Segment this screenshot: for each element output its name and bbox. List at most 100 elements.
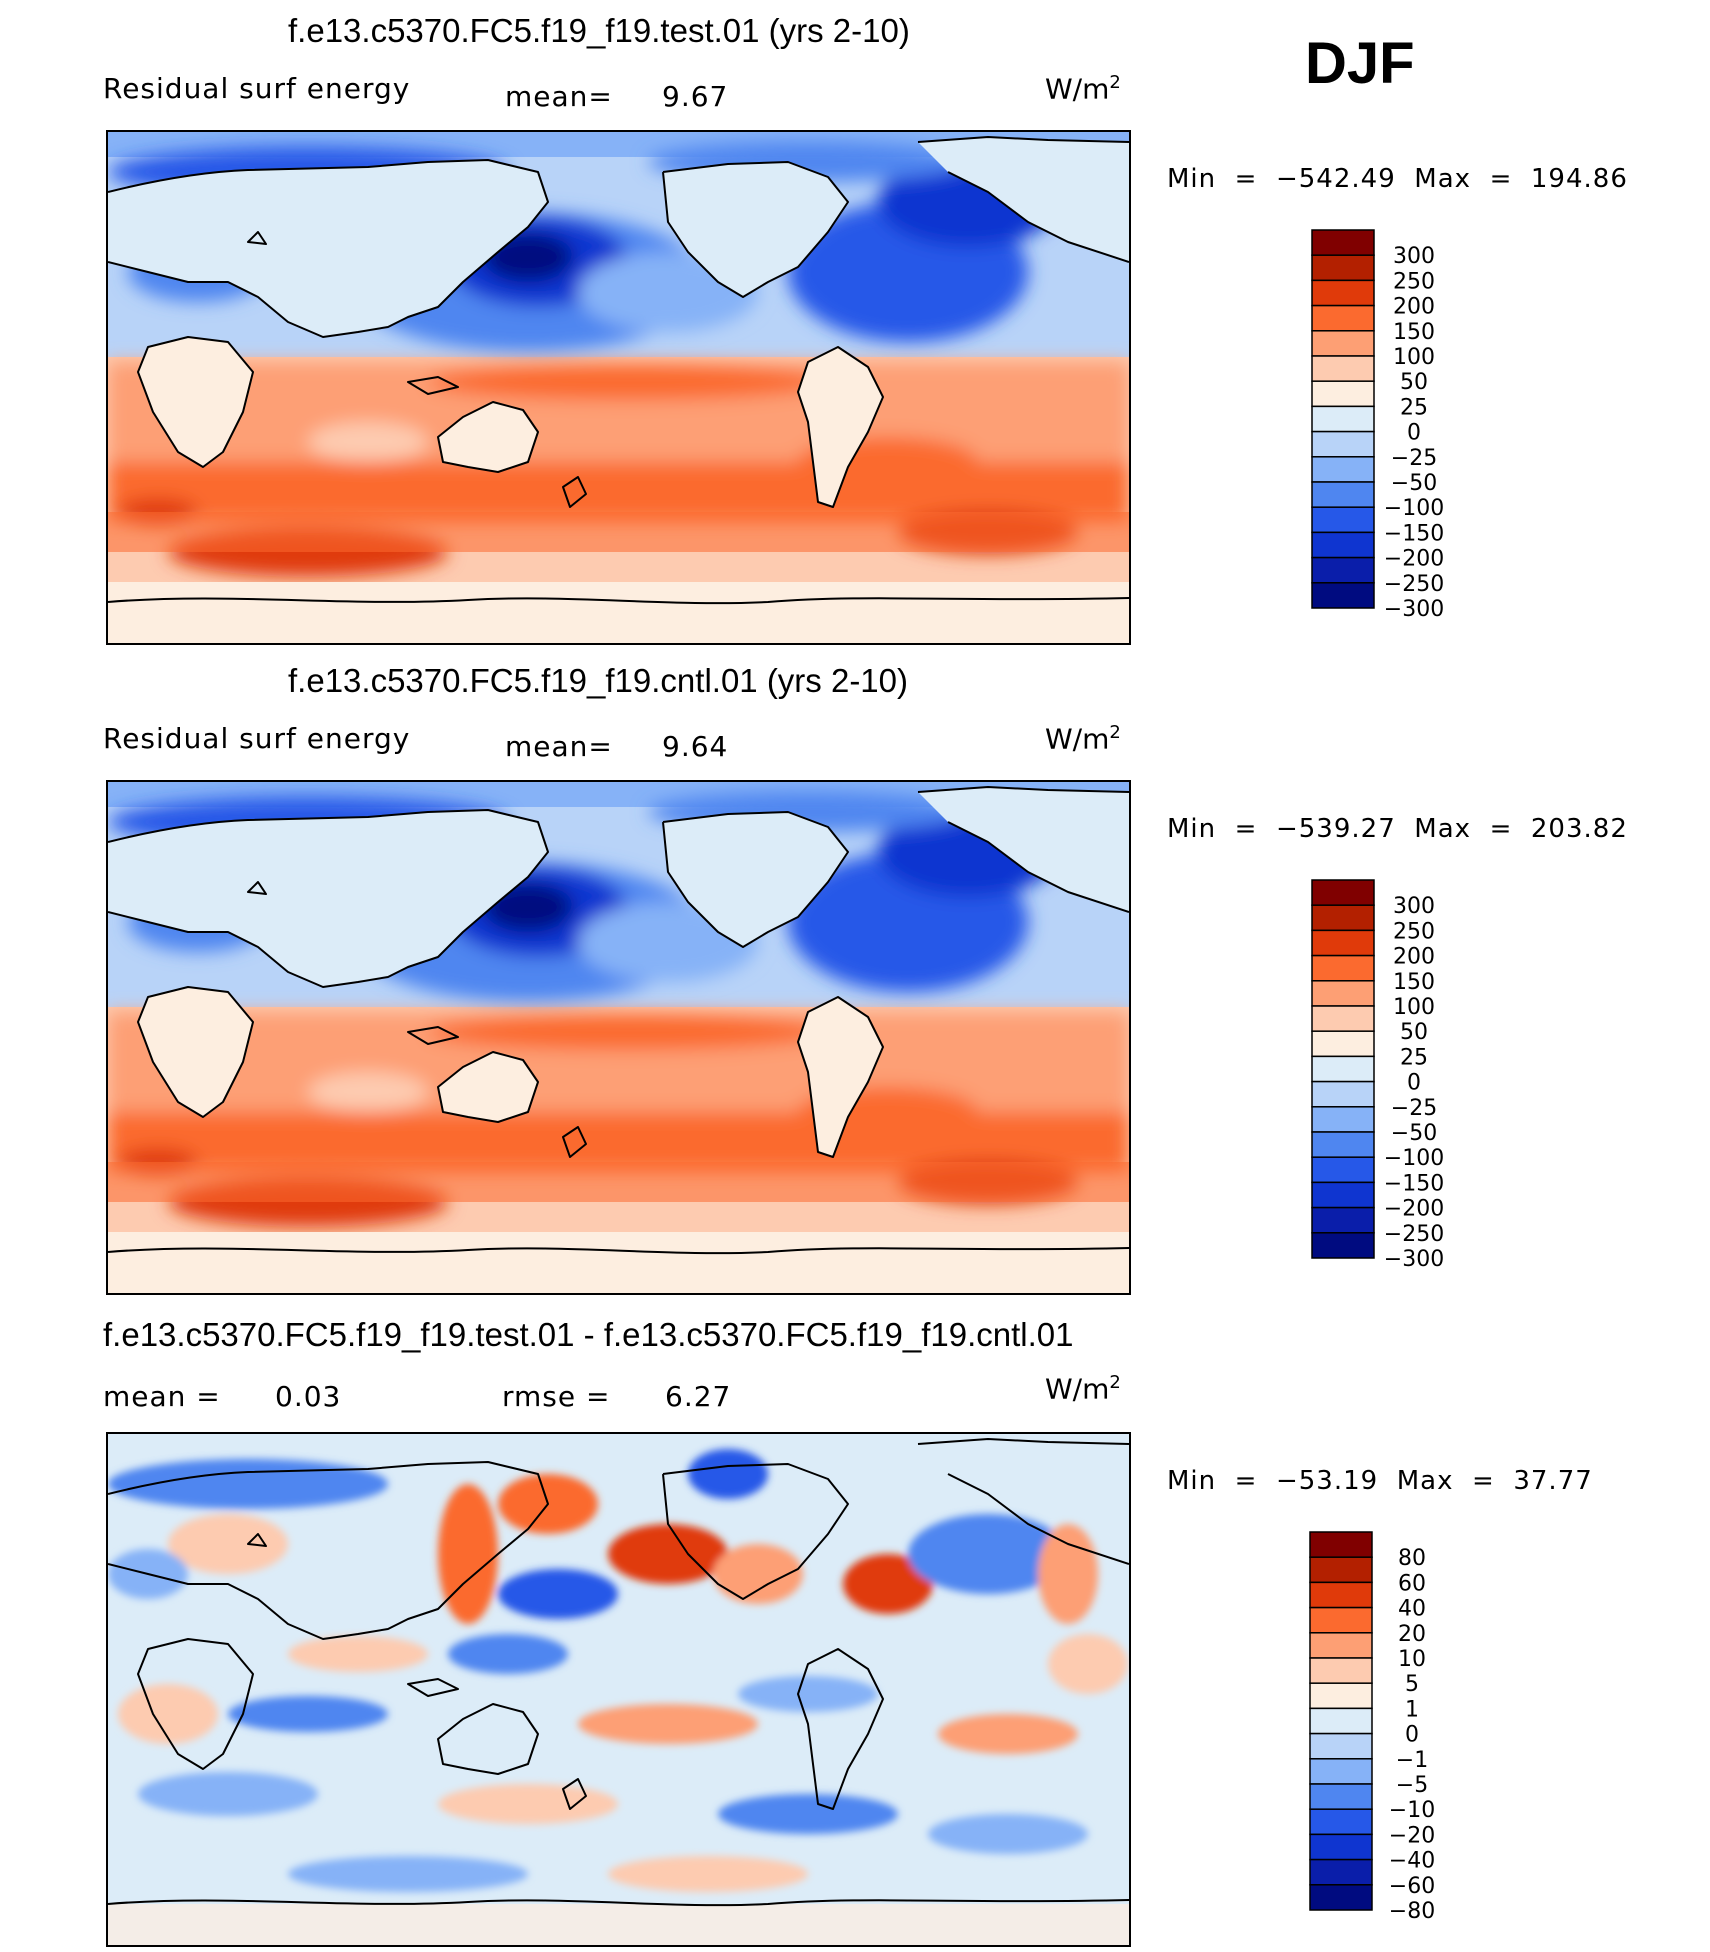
colorbar-swatch: [1311, 879, 1375, 906]
colorbar-swatch: [1309, 1833, 1373, 1861]
colorbar-swatch: [1311, 304, 1375, 332]
panel2-title: f.e13.c5370.FC5.f19_f19.cntl.01 (yrs 2-1…: [288, 662, 909, 699]
colorbar-tick-label: −250: [1384, 1222, 1444, 1247]
panel2-left-label: Residual surf energy: [103, 722, 411, 755]
panel2-mean-value: 9.64: [662, 730, 729, 763]
colorbar-swatch: [1311, 254, 1375, 282]
colorbar-tick-label: −25: [1391, 1096, 1437, 1121]
colorbar-swatch: [1311, 405, 1375, 433]
colorbar-swatch: [1311, 556, 1375, 584]
panel1-map-field: [108, 132, 1129, 643]
panel3-mean-value: 0.03: [275, 1380, 342, 1413]
colorbar-tick-label: −10: [1389, 1798, 1435, 1823]
colorbar-swatch: [1311, 1206, 1375, 1234]
colorbar-tick-label: −80: [1389, 1899, 1435, 1924]
colorbar-swatch: [1311, 1131, 1375, 1158]
panel2-map-field: [108, 782, 1129, 1293]
panel3-rmse-value: 6.27: [665, 1380, 732, 1413]
colorbar-swatch: [1309, 1808, 1373, 1836]
panel3-map-field: [108, 1434, 1129, 1945]
colorbar-tick-label: −1: [1396, 1748, 1428, 1773]
colorbar-tick-label: −100: [1384, 1146, 1444, 1171]
panel3-rmse-label: rmse =: [502, 1380, 611, 1413]
colorbar-tick-label: −50: [1391, 471, 1437, 496]
colorbar-tick-label: 200: [1393, 945, 1435, 970]
panel1-mean-label: mean=: [505, 80, 613, 113]
panel1-minmax: Min = −542.49 Max = 194.86: [1167, 164, 1628, 194]
colorbar-tick-label: 25: [1400, 395, 1428, 420]
panel1-title: f.e13.c5370.FC5.f19_f19.test.01 (yrs 2-1…: [288, 12, 910, 49]
colorbar-tick-label: −20: [1389, 1823, 1435, 1848]
colorbar-tick-label: 40: [1398, 1597, 1426, 1622]
colorbar-swatch: [1311, 481, 1375, 508]
colorbar-swatch: [1309, 1556, 1373, 1584]
colorbar-swatch: [1311, 954, 1375, 982]
colorbar-tick-label: 1: [1405, 1697, 1419, 1722]
panel2-units: W/m2: [1045, 722, 1121, 756]
colorbar-tick-label: −250: [1384, 572, 1444, 597]
colorbar-tick-label: 0: [1407, 421, 1421, 446]
colorbar-tick-label: 60: [1398, 1571, 1426, 1596]
season-label: DJF: [1305, 31, 1415, 96]
colorbar-swatch: [1309, 1632, 1373, 1659]
colorbar-swatch: [1309, 1707, 1373, 1735]
colorbar-tick-label: −200: [1384, 547, 1444, 572]
colorbar-tick-label: 50: [1400, 370, 1428, 395]
panel2-minmax: Min = −539.27 Max = 203.82: [1167, 814, 1628, 844]
panel2-colorbar: 300 250 200 150 100 50 25 0 −25 −50 −100 −150 −200 −2…: [1310, 878, 1480, 1288]
colorbar-swatch: [1311, 355, 1375, 382]
colorbar-tick-label: −300: [1384, 1247, 1444, 1272]
colorbar-swatch: [1309, 1606, 1373, 1634]
colorbar-tick-label: 25: [1400, 1045, 1428, 1070]
colorbar-swatch: [1309, 1758, 1373, 1785]
colorbar-swatch: [1309, 1682, 1373, 1710]
colorbar-tick-label: 100: [1393, 345, 1435, 370]
colorbar-tick-label: −40: [1389, 1849, 1435, 1874]
panel3-map: [106, 1432, 1131, 1947]
colorbar-swatch: [1311, 1080, 1375, 1108]
colorbar-tick-label: 20: [1398, 1622, 1426, 1647]
colorbar-tick-label: 5: [1405, 1672, 1419, 1697]
colorbar-swatch: [1311, 1181, 1375, 1209]
colorbar-swatch: [1311, 456, 1375, 483]
colorbar-tick-label: 250: [1393, 919, 1435, 944]
colorbar-tick-label: 150: [1393, 970, 1435, 995]
colorbar-tick-label: −300: [1384, 597, 1444, 622]
colorbar-swatch: [1311, 1055, 1375, 1083]
panel2-colorbar-svg: 30025020015010050250−25−50−100−150−200−2…: [1311, 879, 1444, 1272]
colorbar-swatch: [1311, 1106, 1375, 1133]
colorbar-swatch: [1311, 531, 1375, 559]
colorbar-tick-label: 250: [1393, 269, 1435, 294]
colorbar-swatch: [1309, 1884, 1373, 1911]
colorbar-swatch: [1311, 330, 1375, 357]
colorbar-swatch: [1309, 1531, 1373, 1558]
colorbar-tick-label: 50: [1400, 1020, 1428, 1045]
colorbar-swatch: [1309, 1732, 1373, 1760]
colorbar-swatch: [1311, 1005, 1375, 1032]
colorbar-tick-label: −60: [1389, 1874, 1435, 1899]
panel3-units: W/m2: [1045, 1372, 1121, 1406]
panel1-colorbar-svg: 30025020015010050250−25−50−100−150−200−2…: [1311, 229, 1444, 622]
panel3-title: f.e13.c5370.FC5.f19_f19.test.01 - f.e13.…: [103, 1316, 1074, 1353]
colorbar-swatch: [1311, 1232, 1375, 1259]
colorbar-tick-label: −150: [1384, 1171, 1444, 1196]
panel1-map: [106, 130, 1131, 645]
panel2-mean-label: mean=: [505, 730, 613, 763]
colorbar-swatch: [1309, 1657, 1373, 1684]
colorbar-tick-label: 150: [1393, 320, 1435, 345]
panel1-left-label: Residual surf energy: [103, 72, 411, 105]
colorbar-swatch: [1311, 430, 1375, 458]
panel1-mean-value: 9.67: [662, 80, 729, 113]
panel2-map: [106, 780, 1131, 1295]
colorbar-swatch: [1311, 506, 1375, 534]
colorbar-swatch: [1311, 229, 1375, 256]
colorbar-tick-label: 100: [1393, 995, 1435, 1020]
colorbar-swatch: [1309, 1858, 1373, 1886]
colorbar-tick-label: −5: [1396, 1773, 1428, 1798]
colorbar-tick-label: 200: [1393, 295, 1435, 320]
panel3-mean-label: mean =: [103, 1380, 221, 1413]
colorbar-tick-label: 10: [1398, 1647, 1426, 1672]
colorbar-swatch: [1311, 279, 1375, 307]
panel1-units: W/m2: [1045, 72, 1121, 106]
